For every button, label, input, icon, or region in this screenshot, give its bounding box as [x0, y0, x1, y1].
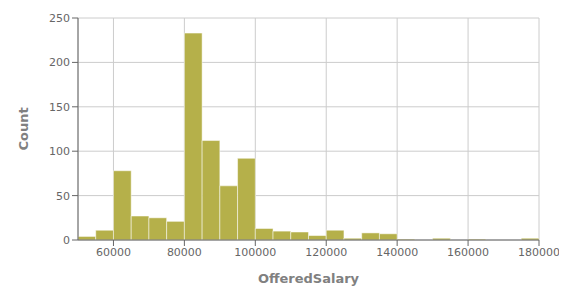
- svg-text:150: 150: [49, 101, 70, 114]
- svg-text:50: 50: [56, 190, 70, 203]
- svg-text:Count: Count: [16, 107, 31, 150]
- svg-text:100: 100: [49, 145, 70, 158]
- svg-text:100000: 100000: [234, 246, 276, 259]
- svg-text:120000: 120000: [305, 246, 347, 259]
- svg-text:160000: 160000: [447, 246, 489, 259]
- svg-text:200: 200: [49, 56, 70, 69]
- svg-text:0: 0: [63, 234, 70, 247]
- svg-text:180000: 180000: [518, 246, 559, 259]
- svg-text:60000: 60000: [96, 246, 131, 259]
- svg-text:OfferedSalary: OfferedSalary: [258, 271, 360, 286]
- svg-text:250: 250: [49, 12, 70, 25]
- svg-text:140000: 140000: [376, 246, 418, 259]
- svg-text:80000: 80000: [167, 246, 202, 259]
